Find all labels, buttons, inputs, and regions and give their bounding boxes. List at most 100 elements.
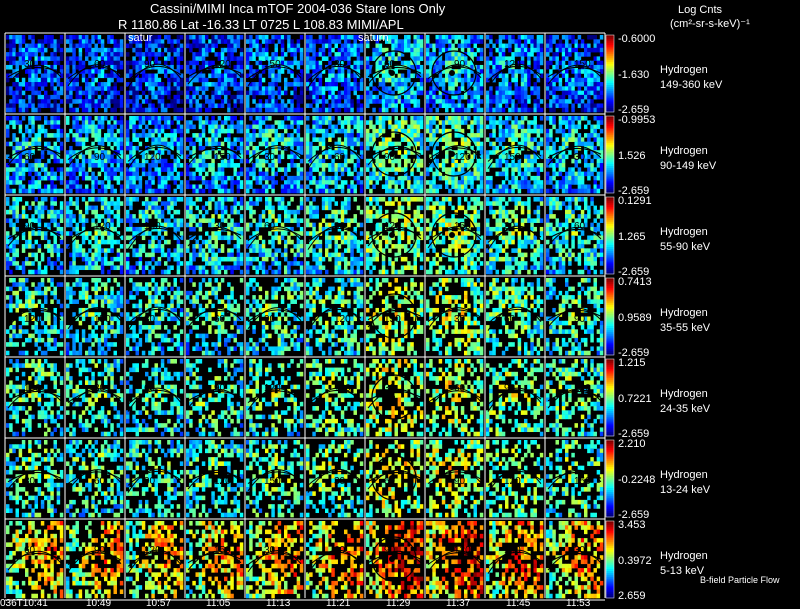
contour-label: 30	[144, 314, 156, 325]
colorbar-title: Log Cnts	[678, 4, 723, 16]
time-tick-label: 10:49	[86, 598, 112, 609]
contour-label: 90	[264, 314, 276, 325]
footer-label: B-field Particle Flow	[700, 575, 780, 585]
contour-label: 30	[264, 152, 276, 163]
contour-label: 60	[24, 152, 36, 163]
contour-label: 60	[24, 545, 36, 556]
contour-label: 30	[214, 221, 226, 232]
contour-label: 60	[214, 314, 226, 325]
colorbar	[605, 520, 615, 599]
contour-label: 30	[574, 545, 586, 556]
row-energy: 35-55 keV	[660, 322, 711, 334]
row-species: Hydrogen	[660, 64, 708, 76]
saturn-marker	[389, 313, 395, 319]
colorbar-max-tick: -0.9953	[618, 114, 656, 126]
contour-label: 120	[384, 221, 401, 232]
contour-label: 60	[144, 383, 156, 394]
saturn-fov-circle	[371, 50, 417, 96]
colorbar	[605, 34, 615, 113]
contour-label: 90	[504, 383, 516, 394]
contour-label: 150	[264, 476, 281, 487]
colorbar-mid-tick: 1.526	[618, 150, 646, 162]
contour-label: 150	[94, 314, 111, 325]
row-energy: 5-13 keV	[660, 565, 705, 577]
contour-label: 60	[504, 314, 516, 325]
saturn-marker	[449, 232, 455, 238]
saturn-marker	[389, 394, 395, 400]
row-label: Hydrogen 55-90 keV	[660, 225, 710, 255]
colorbar-max-tick: -0.6000	[618, 33, 656, 45]
saturn-label: satur	[128, 32, 153, 44]
colorbar-min-tick: -2.659	[618, 104, 650, 116]
contour-label: 150	[144, 221, 161, 232]
contour-label: 90	[94, 152, 106, 163]
saturn-marker	[449, 151, 455, 157]
row-energy: 24-35 keV	[660, 403, 711, 415]
row-label: Hydrogen 149-360 keV	[660, 63, 722, 93]
contour-label: 60	[334, 545, 346, 556]
contour-label: 30	[24, 59, 36, 70]
colorbar-max-tick: 0.7413	[618, 276, 652, 288]
contour-label: 120	[144, 545, 161, 556]
contour-label: 90	[454, 476, 466, 487]
contour-label: 120	[574, 383, 591, 394]
contour-label: 150	[264, 59, 281, 70]
contour-label: 60	[94, 476, 106, 487]
colorbar-min-tick: 2.659	[618, 590, 646, 602]
contour-label: 90	[94, 545, 106, 556]
colorbar-mid-tick: 0.7221	[618, 393, 652, 405]
contour-label: 120	[94, 221, 111, 232]
contour-label: 120	[24, 314, 41, 325]
contour-label: 150	[334, 383, 351, 394]
contour-label: 120	[504, 59, 521, 70]
saturn-fov-circle	[371, 455, 417, 501]
contour-label: 60	[94, 59, 106, 70]
contour-label: 90	[384, 545, 396, 556]
time-tick-label: 11:45	[506, 598, 531, 609]
row-energy: 90-149 keV	[660, 160, 717, 172]
colorbar-max-tick: 2.210	[618, 438, 646, 450]
saturn-marker	[389, 556, 395, 562]
colorbar-min-tick: -2.659	[618, 266, 650, 278]
colorbar-min-tick: -2.659	[618, 347, 650, 359]
contour-label: 120	[454, 152, 471, 163]
contour-label: 150	[574, 476, 591, 487]
row-species: Hydrogen	[660, 145, 708, 157]
contour-label: 150	[504, 545, 521, 556]
contour-label: 30	[264, 545, 276, 556]
contour-label: 120	[454, 545, 471, 556]
saturn-marker	[389, 151, 395, 157]
row-species: Hydrogen	[660, 307, 708, 319]
contour-label: 90	[384, 152, 396, 163]
row-species: Hydrogen	[660, 550, 708, 562]
row-species: Hydrogen	[660, 388, 708, 400]
row-energy: 55-90 keV	[660, 241, 711, 253]
colorbar-max-tick: 0.1291	[618, 195, 652, 207]
row-label: Hydrogen 24-35 keV	[660, 387, 710, 417]
saturn-fov-circle	[371, 293, 417, 339]
colorbar-units: (cm²-sr-s-keV)⁻¹	[670, 18, 750, 30]
contour-label: 60	[334, 152, 346, 163]
colorbar-mid-tick: -0.2248	[618, 474, 656, 486]
contour-label: 150	[214, 545, 231, 556]
colorbar	[605, 358, 615, 437]
chart-subtitle: R 1180.86 Lat -16.33 LT 0725 L 108.83 MI…	[118, 17, 404, 32]
time-tick-label: 11:21	[326, 598, 351, 609]
saturn-fov-circle	[431, 50, 477, 96]
colorbar-mid-tick: 0.9589	[618, 312, 652, 324]
contour-label: 120	[214, 59, 231, 70]
contour-label: 90	[24, 221, 36, 232]
row-label: Hydrogen 35-55 keV	[660, 306, 710, 336]
contour-label: 90	[144, 476, 156, 487]
colorbar-max-tick: 1.215	[618, 357, 646, 369]
time-tick-label: 10:57	[146, 598, 172, 609]
row-label: Hydrogen 90-149 keV	[660, 144, 716, 174]
contour-label: 120	[264, 383, 281, 394]
row-label: Hydrogen 5-13 keV	[660, 549, 708, 579]
row-species: Hydrogen	[660, 226, 708, 238]
row-label: Hydrogen 13-24 keV	[660, 468, 710, 498]
contour-label: 90	[214, 383, 226, 394]
row-energy: 13-24 keV	[660, 484, 711, 496]
contour-label: 90	[144, 59, 156, 70]
